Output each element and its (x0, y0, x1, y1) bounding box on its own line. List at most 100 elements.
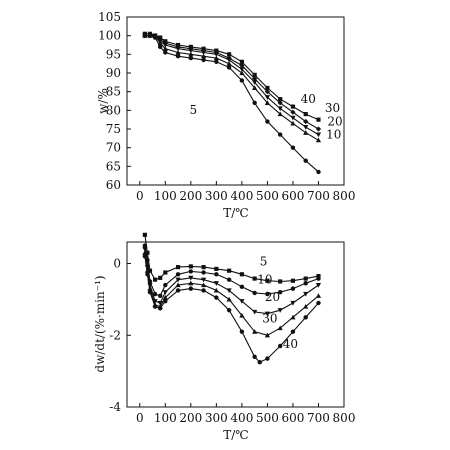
data-point (188, 280, 194, 286)
data-point (277, 132, 283, 137)
data-point (157, 293, 163, 299)
data-point (265, 278, 270, 283)
x-tick-label: 100 (154, 189, 177, 203)
data-point (252, 309, 258, 315)
data-point (226, 296, 232, 302)
series-40 (142, 254, 321, 365)
data-point (303, 125, 309, 130)
x-axis-label: T/℃ (223, 428, 248, 442)
x-tick-label: 200 (179, 189, 202, 203)
x-tick-label: 700 (307, 411, 330, 425)
data-point (278, 279, 283, 284)
data-point (316, 273, 321, 279)
series-line-20 (144, 249, 319, 315)
series-10 (142, 243, 321, 299)
series-5 (142, 33, 321, 175)
y-tick-label: 65 (106, 159, 121, 173)
y-axis-ticks: 60 65 70 75 80 85 90 95 100 105 (98, 10, 131, 192)
data-point (142, 31, 147, 36)
x-tick-label: 300 (205, 411, 228, 425)
y-axis-label: dw/dt/(%·min⁻¹) (93, 275, 107, 372)
data-point (303, 281, 308, 286)
y-tick-label: 60 (106, 178, 121, 192)
x-tick-label: 500 (256, 189, 279, 203)
x-tick-label: 600 (281, 411, 304, 425)
data-point (201, 270, 206, 275)
x-tick-label: 800 (333, 411, 356, 425)
x-tick-label: 0 (136, 411, 144, 425)
x-axis-ticks: 0 100 200 300 400 500 600 700 800 (136, 403, 356, 425)
data-point (277, 106, 283, 112)
x-tick-label: 200 (179, 411, 202, 425)
data-point (214, 272, 219, 277)
data-point (239, 59, 244, 64)
y-axis-ticks: -4 -2 0 (109, 257, 131, 414)
series-group (142, 232, 322, 365)
data-point (152, 291, 158, 297)
data-point (239, 312, 245, 318)
data-point (226, 65, 232, 70)
data-point (290, 300, 296, 306)
data-point (200, 282, 207, 288)
data-point (277, 325, 283, 331)
series-label-30: 30 (325, 101, 340, 115)
data-point (290, 145, 296, 150)
data-point (227, 268, 232, 273)
data-point (316, 117, 321, 122)
series-label-5: 5 (260, 254, 268, 268)
data-point (252, 276, 257, 281)
y-tick-label: -4 (109, 400, 121, 414)
series-label-10: 10 (326, 127, 341, 141)
data-point (303, 158, 308, 163)
series-line-30 (144, 35, 319, 130)
data-point (200, 53, 207, 59)
data-point (163, 39, 168, 44)
data-point (277, 308, 283, 313)
y-tick-label: 0 (113, 257, 121, 271)
chart-weight-loss: 0 100 200 300 400 500 600 700 800 60657075808590… (96, 10, 355, 220)
data-point (303, 130, 309, 135)
data-point (252, 85, 258, 91)
series-label-40: 40 (283, 337, 298, 351)
data-point (316, 169, 321, 175)
y-tick-label: 85 (106, 85, 121, 99)
data-point (175, 265, 181, 270)
series-5 (142, 232, 321, 284)
data-point (315, 126, 322, 132)
data-point (145, 272, 150, 277)
data-point (264, 95, 271, 100)
data-point (226, 61, 232, 66)
series-20 (142, 33, 322, 138)
series-10 (142, 33, 322, 143)
data-point (175, 49, 181, 55)
series-label-5: 5 (190, 103, 198, 117)
data-point (188, 269, 194, 274)
data-point (157, 300, 163, 306)
y-axis-label: w/% (96, 88, 110, 114)
data-point (239, 70, 245, 76)
data-point (162, 46, 168, 51)
series-group (142, 31, 322, 175)
data-point (252, 329, 258, 334)
data-point (213, 281, 219, 286)
data-point (145, 250, 150, 255)
data-point (175, 288, 181, 293)
data-point (213, 55, 219, 61)
x-axis-ticks: 0 100 200 300 400 500 600 700 800 (136, 181, 356, 203)
data-point (163, 298, 168, 304)
y-tick-label: 95 (106, 47, 121, 61)
data-point (277, 100, 283, 106)
data-point (257, 359, 262, 365)
data-point (158, 35, 163, 40)
data-point (163, 50, 168, 55)
data-point (175, 282, 181, 288)
data-point (303, 276, 308, 281)
x-tick-label: 800 (333, 189, 356, 203)
x-tick-label: 300 (205, 189, 228, 203)
data-point (252, 76, 258, 82)
data-point (200, 277, 207, 283)
data-point (265, 85, 270, 91)
data-point (277, 343, 283, 349)
